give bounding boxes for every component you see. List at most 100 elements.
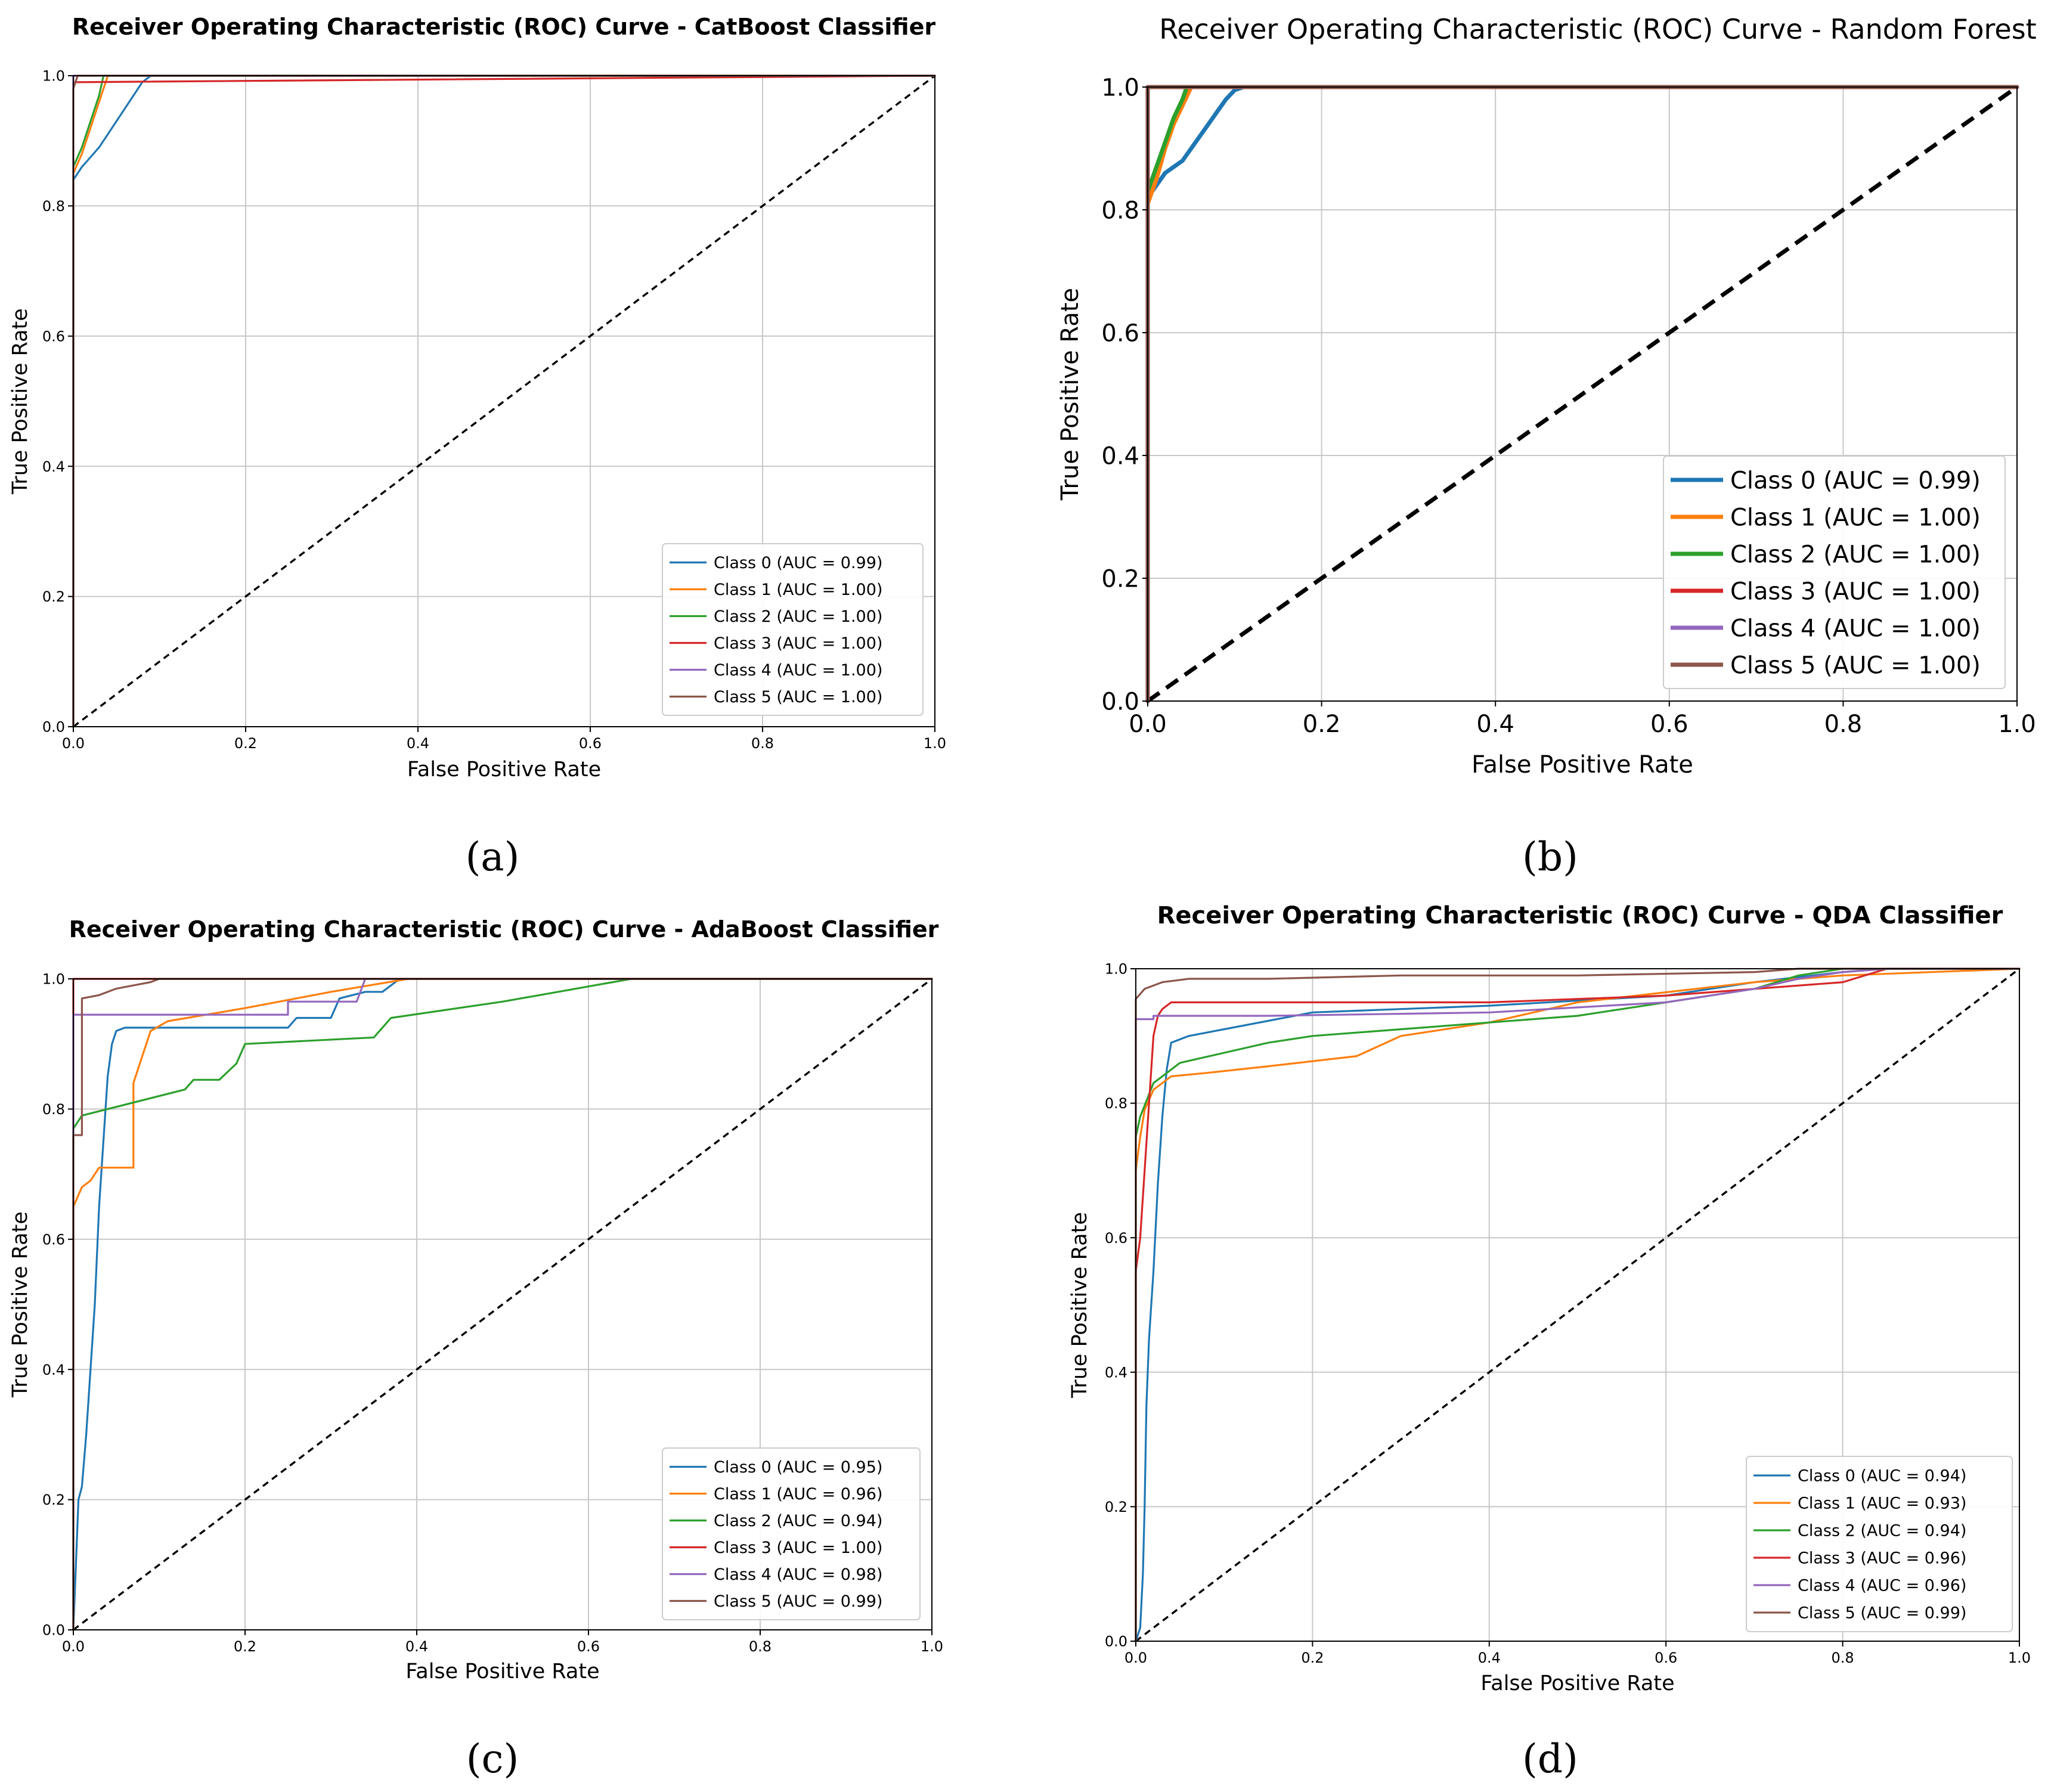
- legend-label-class-5: Class 5 (AUC = 0.99): [1798, 1604, 1966, 1623]
- legend-label-class-5: Class 5 (AUC = 1.00): [1730, 652, 1981, 679]
- legend-label-class-2: Class 2 (AUC = 0.94): [1798, 1522, 1966, 1540]
- x-tick-label: 0.8: [1824, 711, 1863, 738]
- legend-label-class-0: Class 0 (AUC = 0.99): [1730, 467, 1981, 494]
- chance-diagonal: [72, 75, 936, 728]
- legend-label-class-2: Class 2 (AUC = 0.94): [714, 1512, 882, 1530]
- x-tick-label: 1.0: [924, 735, 946, 752]
- x-tick-label: 1.0: [921, 1638, 943, 1655]
- roc-line-class-5: [72, 978, 933, 1631]
- x-tick-label: 0.0: [62, 735, 85, 752]
- y-tick-label: 0.0: [42, 719, 65, 736]
- x-tick-label: 0.4: [407, 735, 429, 752]
- x-tick-label: 0.8: [751, 735, 774, 752]
- y-tick-label: 1.0: [1101, 74, 1139, 101]
- y-tick-label: 0.0: [1101, 688, 1139, 715]
- x-axis-label: False Positive Rate: [1480, 1672, 1674, 1695]
- roc-panel-c: Receiver Operating Characteristic (ROC) …: [8, 916, 943, 1684]
- x-tick-label: 0.0: [62, 1638, 85, 1655]
- x-axis-label: False Positive Rate: [405, 1660, 599, 1684]
- panel-caption-d: (d): [1522, 1736, 1578, 1782]
- chance-diagonal: [1135, 968, 2021, 1642]
- roc-line-class-3: [1135, 968, 2021, 1642]
- legend-label-class-3: Class 3 (AUC = 1.00): [1730, 578, 1981, 605]
- x-tick-label: 1.0: [2008, 1650, 2031, 1666]
- roc-panel-d: Receiver Operating Characteristic (ROC) …: [1068, 902, 2031, 1695]
- x-tick-label: 0.8: [1832, 1650, 1854, 1666]
- chart-title: Receiver Operating Characteristic (ROC) …: [72, 14, 935, 40]
- x-tick-label: 0.0: [1124, 1650, 1147, 1666]
- roc-line-class-1: [1135, 968, 2021, 1642]
- legend-box: [1663, 455, 2006, 689]
- x-tick-label: 0.2: [1301, 1650, 1324, 1666]
- y-tick-label: 0.8: [42, 1101, 65, 1118]
- roc-line-class-0: [1145, 85, 2019, 703]
- legend-label-class-0: Class 0 (AUC = 0.94): [1798, 1467, 1966, 1486]
- legend: Class 0 (AUC = 0.99) Class 1 (AUC = 1.00)…: [662, 543, 924, 716]
- roc-line-class-2: [1135, 968, 2021, 1642]
- legend-label-class-1: Class 1 (AUC = 1.00): [714, 581, 882, 599]
- x-tick-label: 0.6: [1650, 711, 1688, 738]
- x-tick-label: 0.6: [1655, 1650, 1677, 1666]
- x-tick-label: 0.2: [1303, 711, 1341, 738]
- roc-line-class-1: [72, 978, 933, 1631]
- y-tick-label: 1.0: [42, 68, 65, 85]
- y-axis-label: True Positive Rate: [1057, 288, 1084, 501]
- y-tick-label: 0.4: [1101, 442, 1139, 470]
- y-axis-label: True Positive Rate: [1068, 1212, 1092, 1399]
- roc-panel-a: Receiver Operating Characteristic (ROC) …: [8, 14, 946, 782]
- y-tick-label: 0.8: [1105, 1095, 1127, 1112]
- y-tick-label: 0.6: [1105, 1230, 1127, 1247]
- panel-caption-b: (b): [1522, 834, 1578, 880]
- y-tick-label: 0.4: [42, 1362, 65, 1378]
- legend-label-class-4: Class 4 (AUC = 1.00): [714, 661, 882, 680]
- legend-label-class-2: Class 2 (AUC = 1.00): [1730, 541, 1981, 568]
- panel-caption-c: (c): [466, 1736, 519, 1782]
- legend-label-class-1: Class 1 (AUC = 1.00): [1730, 504, 1981, 531]
- legend-label-class-4: Class 4 (AUC = 0.98): [714, 1565, 882, 1584]
- roc-line-class-4: [1135, 968, 2021, 1642]
- roc-panel-b: Receiver Operating Characteristic (ROC) …: [1057, 13, 2037, 779]
- panel-caption-a: (a): [466, 834, 520, 880]
- roc-line-class-0: [72, 978, 933, 1631]
- legend-label-class-0: Class 0 (AUC = 0.95): [714, 1458, 882, 1477]
- legend-label-class-5: Class 5 (AUC = 1.00): [714, 688, 882, 706]
- x-axis-label: False Positive Rate: [1471, 751, 1693, 779]
- legend-label-class-4: Class 4 (AUC = 1.00): [1730, 615, 1981, 642]
- chart-title: Receiver Operating Characteristic (ROC) …: [69, 916, 939, 942]
- y-tick-label: 0.4: [42, 458, 65, 475]
- legend-label-class-1: Class 1 (AUC = 0.93): [1798, 1495, 1966, 1513]
- chance-diagonal: [72, 978, 933, 1631]
- plot-frame: [73, 75, 935, 727]
- y-tick-label: 0.0: [1105, 1633, 1127, 1650]
- legend: Class 0 (AUC = 0.99) Class 1 (AUC = 1.00)…: [1663, 455, 2006, 689]
- legend-label-class-4: Class 4 (AUC = 0.96): [1798, 1577, 1966, 1595]
- legend-label-class-0: Class 0 (AUC = 0.99): [714, 554, 882, 572]
- x-tick-label: 1.0: [1998, 711, 2036, 738]
- y-tick-label: 1.0: [1105, 961, 1127, 978]
- y-tick-label: 0.2: [1101, 565, 1139, 593]
- x-tick-label: 0.8: [749, 1638, 772, 1655]
- legend-box: [1746, 1456, 2013, 1632]
- chance-diagonal: [1146, 85, 2019, 703]
- legend-label-class-5: Class 5 (AUC = 0.99): [714, 1592, 882, 1611]
- legend-box: [662, 543, 924, 716]
- x-axis-label: False Positive Rate: [407, 758, 601, 782]
- legend: Class 0 (AUC = 0.95) Class 1 (AUC = 0.96)…: [662, 1447, 921, 1620]
- plot-frame: [73, 978, 932, 1630]
- y-tick-label: 0.8: [1101, 197, 1139, 224]
- plot-frame: [1135, 968, 2020, 1642]
- y-tick-label: 0.2: [42, 1492, 65, 1508]
- x-tick-label: 0.2: [234, 1638, 256, 1655]
- x-tick-label: 0.4: [1478, 1650, 1501, 1666]
- y-tick-label: 0.4: [1105, 1364, 1127, 1381]
- y-tick-label: 0.2: [1105, 1499, 1127, 1515]
- x-tick-label: 0.4: [1476, 711, 1514, 738]
- y-tick-label: 0.2: [42, 588, 65, 605]
- y-tick-label: 0.6: [42, 1231, 65, 1248]
- roc-line-class-5: [1135, 968, 2021, 1642]
- y-tick-label: 0.0: [42, 1622, 65, 1639]
- plot-frame: [1147, 86, 2018, 702]
- legend-label-class-3: Class 3 (AUC = 0.96): [1798, 1549, 1966, 1568]
- x-tick-label: 0.2: [234, 735, 257, 752]
